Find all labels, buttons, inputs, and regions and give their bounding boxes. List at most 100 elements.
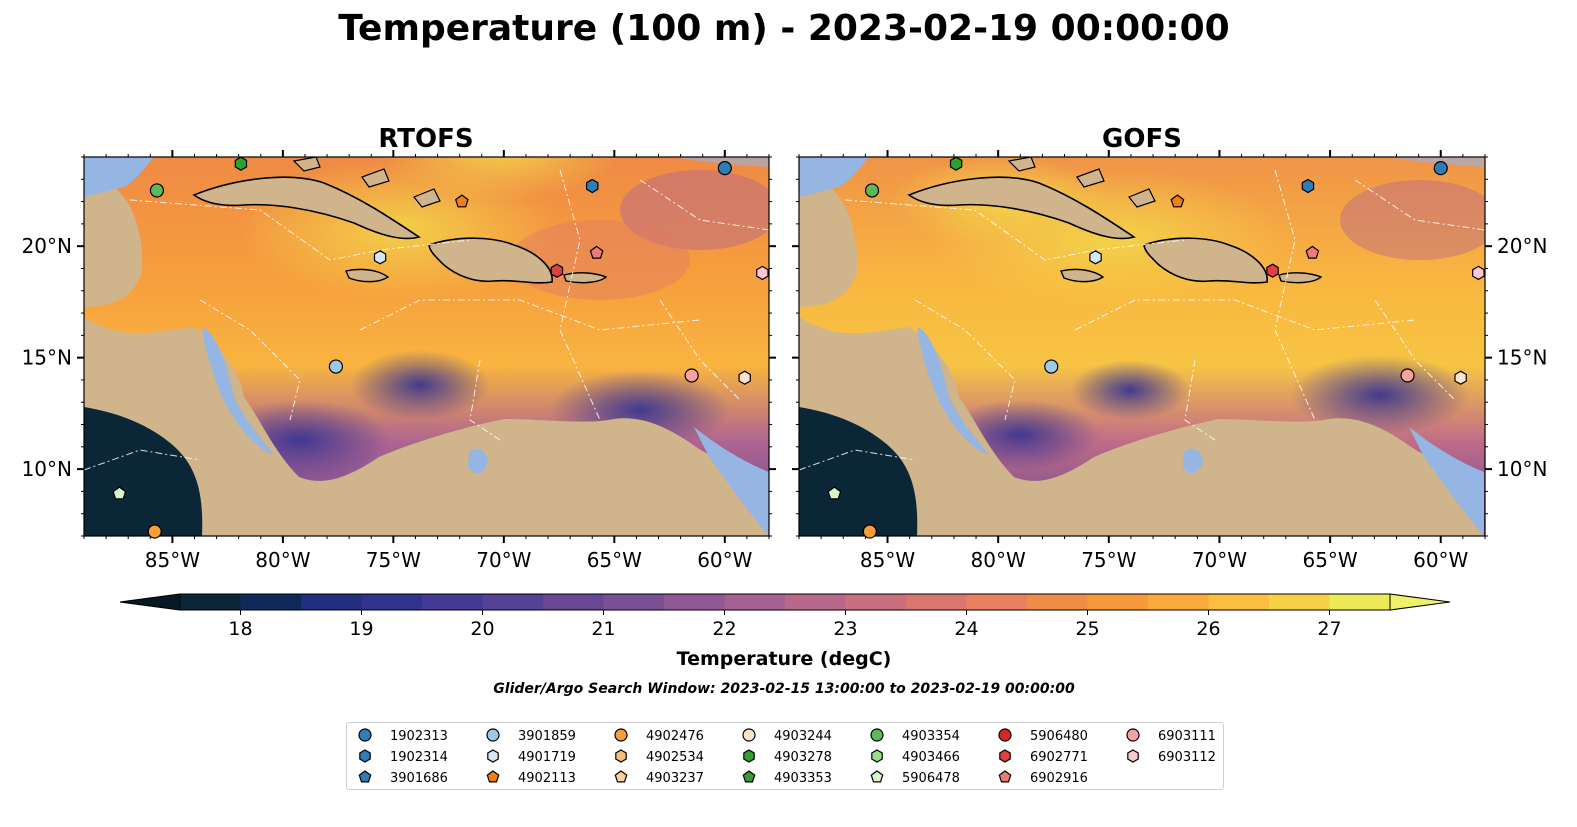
lon-tick-label: 60°W [697,548,752,572]
search-window-subtitle: Glider/Argo Search Window: 2023-02-15 13… [493,681,1075,697]
float-marker-4903354 [864,183,880,198]
colorbar-segment [724,594,786,610]
float-marker-3901859 [328,359,344,374]
float-marker-4902476 [147,524,162,539]
legend-marker-5906480 [998,728,1012,742]
map-panel-rtofs [84,157,769,536]
float-marker-6903112 [1472,265,1485,281]
figure-title: Temperature (100 m) - 2023-02-19 00:00:0… [338,8,1229,49]
colorbar-tick-label: 24 [954,618,978,640]
lat-tick-label: 10°N [22,457,72,481]
float-marker-4903354 [149,183,165,198]
lon-tick-label: 70°W [476,548,531,572]
legend-marker-4901719 [487,749,499,763]
colorbar-segment [361,594,423,610]
float-marker-4902113 [454,194,469,208]
float-marker-6902916 [589,245,604,259]
legend-marker-3901686 [358,770,372,783]
legend-marker-4903353 [742,770,756,783]
legend-marker-6903112 [1127,749,1139,763]
legend-label: 3901859 [518,729,576,744]
legend-label: 4902476 [646,729,704,744]
colorbar-tick-label: 18 [228,618,252,640]
float-legend: 1902313 1902314 3901686 3901859 4901719 49021… [346,722,1224,790]
legend-label: 5906480 [1030,729,1088,744]
legend-marker-4903244 [742,728,756,742]
colorbar-label: Temperature (degC) [677,648,892,670]
lat-tick-label: 15°N [22,346,72,370]
colorbar-segment [785,594,846,610]
legend-label: 6903111 [1158,729,1216,744]
legend-label: 6902916 [1030,771,1088,786]
colorbar-segment [1329,594,1391,610]
colorbar-segment [603,594,665,610]
legend-label: 4903466 [902,750,960,765]
legend-label: 4903237 [646,771,704,786]
colorbar-tick-label: 25 [1075,618,1099,640]
lon-tick-label: 85°W [860,548,915,572]
float-marker-6903111 [684,368,699,383]
colorbar-segment [845,594,907,610]
float-marker-5906478 [112,486,127,500]
float-marker-4902113 [1170,194,1185,208]
lon-tick-label: 75°W [366,548,421,572]
colorbar-segment [1208,594,1270,610]
lon-tick-label: 60°W [1413,548,1468,572]
legend-label: 4903353 [774,771,832,786]
lon-tick-label: 65°W [587,548,642,572]
legend-marker-4903466 [871,749,883,763]
legend-marker-3901859 [486,728,500,742]
legend-label: 6903112 [1158,750,1216,765]
colorbar-tick-label: 20 [470,618,494,640]
colorbar-segment [1087,594,1149,610]
colorbar-tick-label: 27 [1317,618,1341,640]
colorbar-segment [482,594,544,610]
float-marker-6903111 [1400,368,1415,383]
legend-label: 1902313 [390,729,448,744]
float-marker-1902314 [1301,178,1315,194]
legend-marker-1902313 [358,728,372,742]
map-panel-gofs [799,157,1485,536]
lat-tick-label: 20°N [22,234,72,258]
panel-title-rtofs: RTOFS [378,124,473,154]
legend-marker-4903278 [743,749,755,763]
float-markers [112,156,1485,539]
legend-label: 4902113 [518,771,576,786]
colorbar: 18 19 20 21 22 23 24 25 26 27 [119,593,1451,640]
float-marker-6902771 [550,263,564,278]
colorbar-segment [1148,594,1209,610]
legend-marker-4902113 [486,770,500,783]
colorbar-segment [1269,594,1330,610]
colorbar-segment [664,594,725,610]
legend-marker-6902916 [998,770,1012,783]
float-marker-4903344 [1454,370,1467,385]
colorbar-tick-label: 22 [712,618,736,640]
colorbar-max-extend [1389,593,1451,611]
legend-label: 4901719 [518,750,576,765]
legend-label: 3901686 [390,771,448,786]
colorbar-tick-label: 23 [833,618,857,640]
legend-label: 4903354 [902,729,960,744]
float-marker-4901719 [1089,250,1102,265]
lon-tick-label: 80°W [255,548,310,572]
float-marker-4903278 [949,156,963,171]
float-marker-5906478 [827,486,842,500]
float-marker-1902313 [1433,161,1448,176]
float-marker-1902313 [717,161,732,176]
float-marker-4903278 [234,156,248,171]
colorbar-segment [240,594,302,610]
legend-label: 4903278 [774,750,832,765]
float-marker-6902916 [1305,245,1320,259]
map-axes: 85°W 80°W 75°W 70°W 65°W 60°W 20°N 15°N 10°N 85°W… [22,150,1547,572]
legend-marker-4903354 [870,728,884,742]
colorbar-tick-label: 19 [349,618,373,640]
lon-tick-label: 85°W [145,548,200,572]
lat-tick-label: 15°N [1497,346,1547,370]
legend-label: 1902314 [390,750,448,765]
legend-label: 4903244 [774,729,832,744]
colorbar-min-extend [119,593,181,611]
colorbar-tick-label: 21 [591,618,615,640]
lon-tick-label: 70°W [1192,548,1247,572]
float-marker-4903344 [738,370,751,385]
legend-marker-4902534 [615,749,627,763]
